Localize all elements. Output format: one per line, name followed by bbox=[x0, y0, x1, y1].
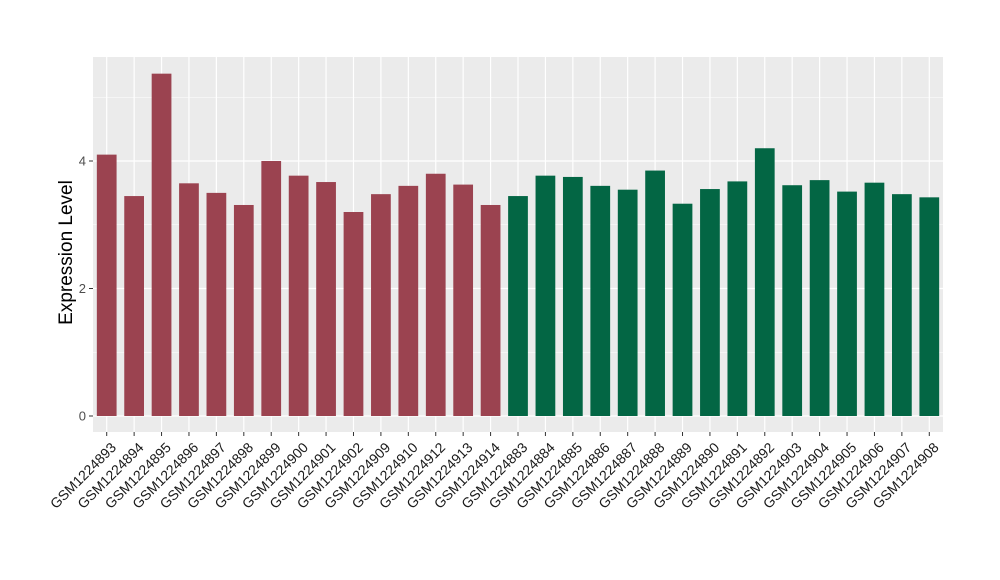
bar-GSM1224892 bbox=[754, 148, 775, 416]
y-axis-title: Expression Level bbox=[56, 180, 77, 325]
bar-GSM1224907 bbox=[892, 194, 912, 416]
bar-GSM1224896 bbox=[179, 183, 199, 416]
bar-GSM1224900 bbox=[288, 175, 309, 416]
bar-GSM1224912 bbox=[425, 173, 446, 416]
x-axis: GSM1224893GSM1224894GSM1224895GSM1224896… bbox=[47, 432, 942, 512]
y-tick-label: 2 bbox=[79, 281, 86, 296]
bar-GSM1224903 bbox=[782, 185, 803, 416]
bar-GSM1224889 bbox=[672, 203, 693, 416]
bar-GSM1224883 bbox=[508, 196, 528, 416]
bar-GSM1224901 bbox=[316, 182, 336, 416]
bar-GSM1224913 bbox=[453, 184, 474, 416]
y-tick-label: 4 bbox=[79, 154, 86, 169]
bar-GSM1224884 bbox=[535, 175, 556, 416]
bar-GSM1224893 bbox=[96, 154, 117, 416]
bars bbox=[96, 73, 940, 416]
bar-GSM1224898 bbox=[233, 204, 254, 416]
bar-GSM1224891 bbox=[727, 181, 748, 416]
bar-GSM1224908 bbox=[919, 197, 940, 416]
bar-GSM1224902 bbox=[343, 212, 364, 416]
bar-GSM1224886 bbox=[590, 185, 611, 416]
bar-GSM1224895 bbox=[151, 73, 172, 416]
bar-GSM1224909 bbox=[371, 194, 391, 416]
bar-GSM1224910 bbox=[398, 185, 419, 416]
bar-GSM1224887 bbox=[617, 189, 638, 416]
y-axis: 0 2 4 bbox=[79, 154, 93, 424]
bar-GSM1224906 bbox=[864, 182, 885, 416]
bar-GSM1224888 bbox=[645, 170, 665, 416]
bar-GSM1224897 bbox=[206, 192, 227, 416]
bar-GSM1224904 bbox=[809, 180, 830, 416]
bar-GSM1224899 bbox=[261, 161, 282, 416]
bar-GSM1224914 bbox=[480, 204, 501, 416]
bar-GSM1224905 bbox=[837, 191, 857, 416]
bar-GSM1224890 bbox=[700, 189, 720, 416]
y-tick-label: 0 bbox=[79, 409, 86, 424]
bar-GSM1224894 bbox=[124, 196, 144, 416]
bar-GSM1224885 bbox=[562, 176, 583, 416]
